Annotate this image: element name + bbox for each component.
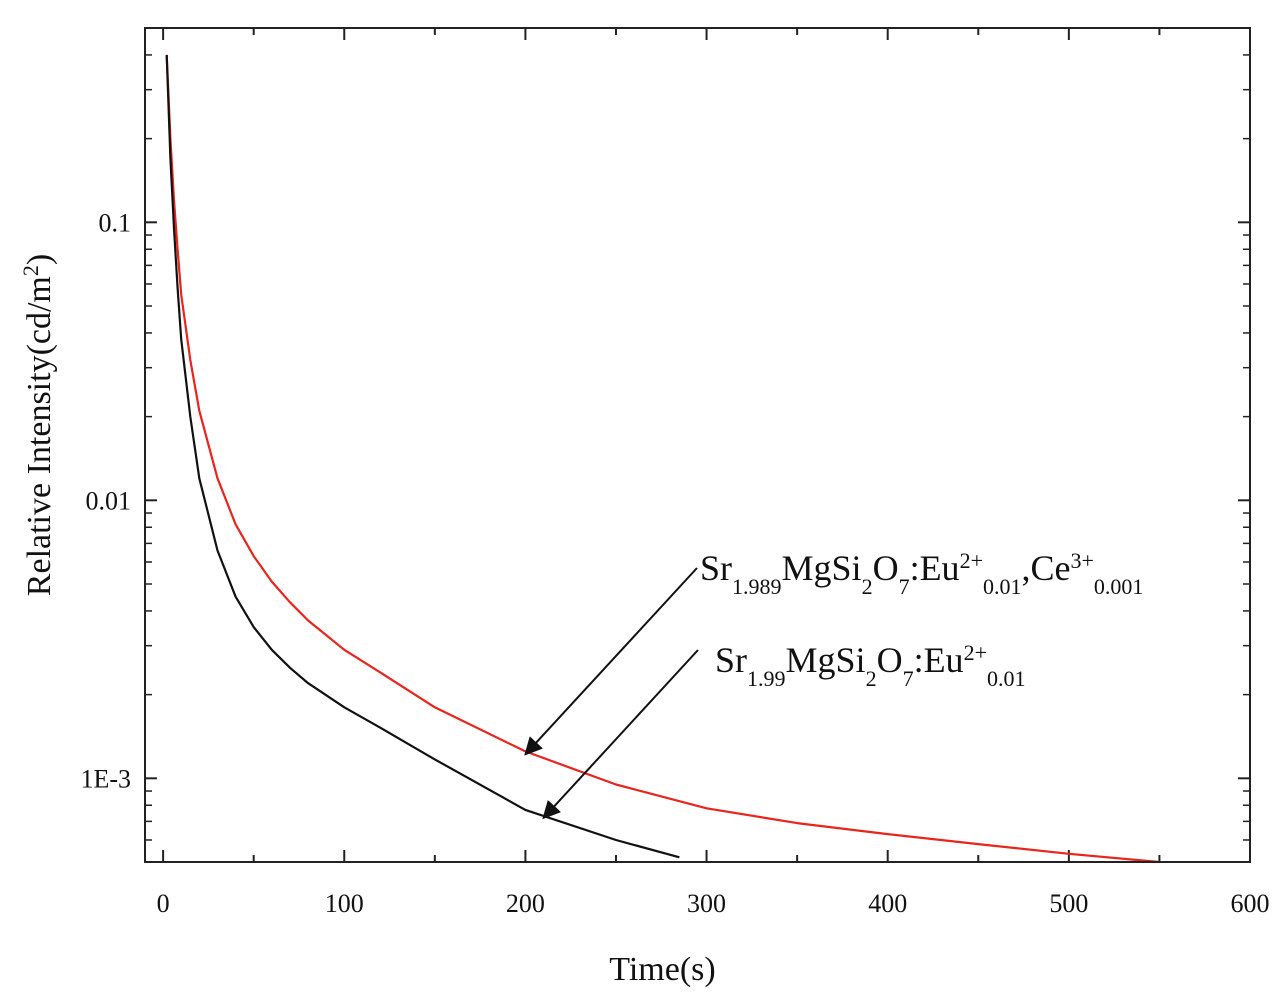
annotation-label-2: Sr1.99MgSi2O7:Eu2+0.01 xyxy=(715,640,1025,691)
annotation-arrow-2 xyxy=(542,649,699,820)
annotation-text-part: Sr xyxy=(715,640,747,680)
series-line-2 xyxy=(165,54,680,859)
annotation-text-part: 0.01 xyxy=(983,574,1022,599)
series-line-1 xyxy=(165,54,1160,864)
y-tick-label: 0.01 xyxy=(86,486,132,515)
annotation-text-part: 0.01 xyxy=(987,666,1026,691)
annotation-text-part: 1.989 xyxy=(732,574,782,599)
annotation-text-part: 2 xyxy=(866,666,877,691)
annotation-text-part: MgSi xyxy=(782,548,862,588)
annotation-text-part: 7 xyxy=(899,574,910,599)
y-tick-label: 0.1 xyxy=(99,208,132,237)
x-axis-title: Time(s) xyxy=(609,951,715,988)
y-tick-label: 1E-3 xyxy=(80,764,131,793)
annotation-text-part: 2+ xyxy=(960,548,983,573)
annotation-text-part: 7 xyxy=(903,666,914,691)
y-axis-title-sup: 2 xyxy=(18,265,43,276)
annotation-text-part: ,Ce xyxy=(1021,548,1070,588)
x-tick-label: 100 xyxy=(325,889,364,918)
annotation-arrow-1 xyxy=(524,567,698,756)
y-axis-title-base: Relative Intensity(cd/m xyxy=(21,276,58,596)
annotation-text-part: 0.001 xyxy=(1094,574,1144,599)
annotation-text-part: 1.99 xyxy=(747,666,786,691)
annotation-text-part: :Eu xyxy=(914,640,964,680)
x-tick-label: 0 xyxy=(157,889,170,918)
annotation-text-part: MgSi xyxy=(786,640,866,680)
annotation-text-part: O xyxy=(877,640,903,680)
annotation-label-1: Sr1.989MgSi2O7:Eu2+0.01,Ce3+0.001 xyxy=(700,548,1143,599)
x-tick-label: 600 xyxy=(1231,889,1270,918)
annotation-text-part: O xyxy=(873,548,899,588)
annotation-text-part: 2 xyxy=(862,574,873,599)
y-axis-title-end: ) xyxy=(21,254,58,265)
axis-ticks: 0 100 200 300 400 500 600 0.1 0.01 1E-3 xyxy=(80,27,1270,918)
x-tick-label: 200 xyxy=(506,889,545,918)
annotation-text-part: 3+ xyxy=(1070,548,1093,573)
y-axis-title: Relative Intensity(cd/m2) xyxy=(18,254,58,596)
x-tick-label: 400 xyxy=(868,889,907,918)
annotation-text-part: :Eu xyxy=(910,548,960,588)
plot-series xyxy=(165,54,1160,864)
annotation-text-part: Sr xyxy=(700,548,732,588)
annotation-text-part: 2+ xyxy=(964,640,987,665)
x-tick-label: 300 xyxy=(687,889,726,918)
series-annotations: Sr1.989MgSi2O7:Eu2+0.01,Ce3+0.001Sr1.99M… xyxy=(524,548,1143,820)
x-tick-label: 500 xyxy=(1049,889,1088,918)
plot-frame xyxy=(144,27,1251,863)
